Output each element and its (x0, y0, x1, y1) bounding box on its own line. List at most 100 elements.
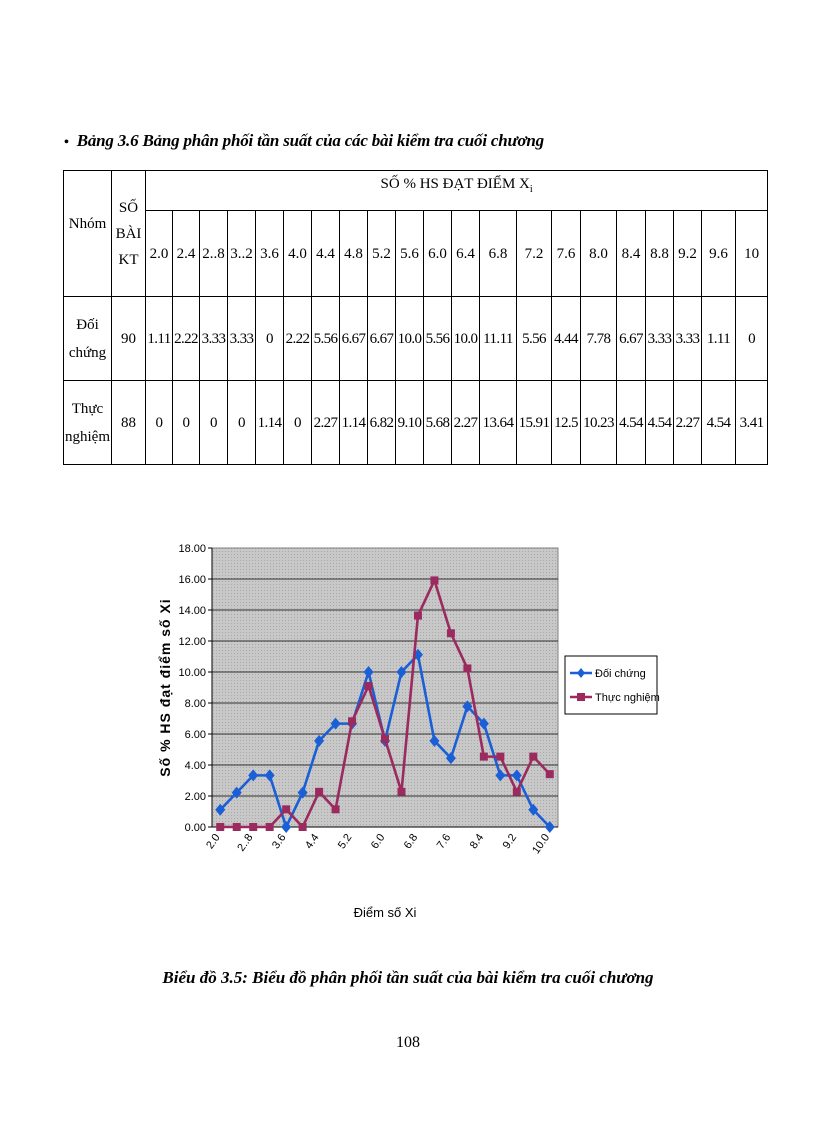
x-tick-label: 2..8 (235, 832, 255, 854)
x-tick-label: 2.0 (204, 832, 223, 851)
table-cell: 10.0 (396, 297, 424, 381)
table-cell: 2.27 (312, 381, 340, 465)
header-group: Nhóm (64, 171, 112, 297)
score-header: 7.2 (517, 211, 552, 297)
table-cell: 11.11 (480, 297, 517, 381)
table-cell: 6.67 (617, 297, 646, 381)
legend-marker (577, 693, 585, 701)
score-header: 5.6 (396, 211, 424, 297)
data-point (332, 805, 340, 813)
x-tick-label: 3.6 (270, 832, 289, 851)
score-header: 8.8 (646, 211, 674, 297)
data-point (266, 823, 274, 831)
legend-label: Thực nghiệm (595, 692, 660, 704)
table-cell: 2.22 (284, 297, 312, 381)
table-cell: 1.14 (340, 381, 368, 465)
score-header: 5.2 (368, 211, 396, 297)
data-point (529, 753, 537, 761)
table-cell: 5.56 (312, 297, 340, 381)
y-tick-label: 2.00 (185, 791, 206, 803)
y-tick-label: 0.00 (185, 822, 206, 834)
table-cell: 0 (256, 297, 284, 381)
x-tick-label: 10.0 (530, 832, 552, 856)
table-cell: 1.14 (256, 381, 284, 465)
frequency-table: Nhóm SỐ BÀI KT SỐ % HS ĐẠT ĐIỂM Xi 2.0 2.4 2..8… (63, 170, 768, 465)
header-count-line: KT (112, 247, 145, 273)
table-cell: 15.91 (517, 381, 552, 465)
score-header: 6.8 (480, 211, 517, 297)
table-cell: 0 (146, 381, 173, 465)
score-header: 10 (736, 211, 768, 297)
table-cell: 4.54 (617, 381, 646, 465)
x-tick-label: 6.0 (369, 832, 388, 851)
table-cell: 10.23 (581, 381, 617, 465)
table-cell: 5.56 (424, 297, 452, 381)
legend-label: Đối chứng (595, 668, 646, 680)
score-header: 7.6 (552, 211, 581, 297)
table-cell: 6.67 (368, 297, 396, 381)
table-cell: 6.82 (368, 381, 396, 465)
table-cell: 0 (200, 381, 228, 465)
score-header: 8.0 (581, 211, 617, 297)
x-tick-label: 6.8 (402, 832, 421, 851)
header-count: SỐ BÀI KT (112, 171, 146, 297)
table-cell: 1.11 (702, 297, 736, 381)
bullet-icon: • (64, 135, 69, 150)
header-percent: SỐ % HS ĐẠT ĐIỂM Xi (146, 171, 768, 211)
table-cell: 13.64 (480, 381, 517, 465)
data-point (282, 805, 290, 813)
data-point (430, 576, 438, 584)
data-point (496, 753, 504, 761)
page-number: 108 (0, 1034, 816, 1052)
header-percent-text: SỐ % HS ĐẠT ĐIỂM X (381, 176, 530, 192)
row-group: Thực nghiệm (64, 381, 112, 465)
data-point (397, 788, 405, 796)
y-tick-label: 6.00 (185, 729, 206, 741)
row-group: Đối chứng (64, 297, 112, 381)
table-cell: 3.33 (646, 297, 674, 381)
y-tick-label: 18.00 (178, 543, 206, 555)
x-tick-label: 8.4 (468, 832, 487, 851)
score-header: 6.4 (452, 211, 480, 297)
header-count-line: SỐ (112, 195, 145, 221)
table-caption: • Bảng 3.6 Bảng phân phối tần suất của cá… (64, 131, 544, 151)
table-cell: 0 (284, 381, 312, 465)
row-group-line: Đối (64, 311, 111, 339)
row-group-line: Thực (64, 395, 111, 423)
row-group-line: nghiệm (64, 423, 111, 451)
y-tick-label: 14.00 (178, 605, 206, 617)
table-caption-text: Bảng 3.6 Bảng phân phối tần suất của các… (77, 131, 544, 150)
data-point (414, 612, 422, 620)
table-cell: 10.0 (452, 297, 480, 381)
frequency-chart: 0.00 2.00 4.00 6.00 8.00 10.00 12.00 14.00 16.00… (150, 530, 670, 930)
table-cell: 3.33 (228, 297, 256, 381)
score-header: 2.4 (173, 211, 200, 297)
score-header: 4.4 (312, 211, 340, 297)
table-cell: 3.33 (674, 297, 702, 381)
table-cell: 0 (736, 297, 768, 381)
table-cell: 5.68 (424, 381, 452, 465)
table-cell: 4.54 (646, 381, 674, 465)
y-tick-label: 12.00 (178, 636, 206, 648)
table-cell: 2.22 (173, 297, 200, 381)
y-tick-label: 10.00 (178, 667, 206, 679)
table-cell: 4.54 (702, 381, 736, 465)
table-cell: 7.78 (581, 297, 617, 381)
x-tick-label: 9.2 (501, 832, 520, 851)
y-tick-label: 8.00 (185, 698, 206, 710)
y-axis-title: Số % HS đạt điểm số Xi (157, 598, 173, 776)
table-cell: 1.11 (146, 297, 173, 381)
table-cell: 3.41 (736, 381, 768, 465)
data-point (249, 823, 257, 831)
score-header: 3.6 (256, 211, 284, 297)
data-point (233, 823, 241, 831)
data-point (447, 629, 455, 637)
table-cell: 9.10 (396, 381, 424, 465)
data-point (315, 788, 323, 796)
chart-svg: 0.00 2.00 4.00 6.00 8.00 10.00 12.00 14.00 16.00… (150, 530, 670, 930)
row-count: 88 (112, 381, 146, 465)
score-header: 2.0 (146, 211, 173, 297)
plot-area (212, 548, 558, 827)
y-tick-label: 16.00 (178, 574, 206, 586)
table-cell: 12.5 (552, 381, 581, 465)
